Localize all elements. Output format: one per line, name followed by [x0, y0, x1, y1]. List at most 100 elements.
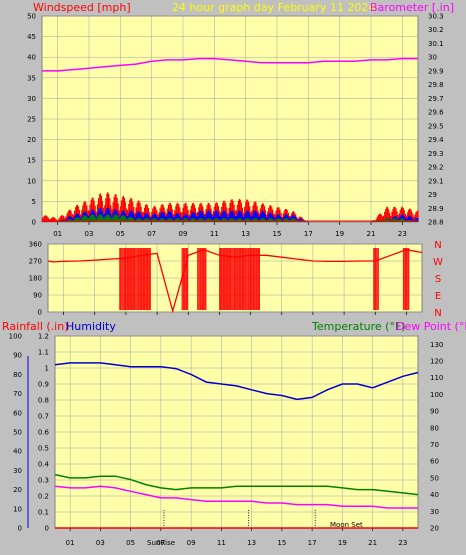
x-tick-label: 05	[126, 539, 135, 547]
barometer-y-tick-label: 29.7	[428, 95, 444, 103]
humidity-y-tick-label: 70	[13, 390, 22, 398]
compass-label: E	[435, 291, 441, 302]
x-tick-label: 07	[156, 539, 165, 547]
wind-barometer-chart: 0510152025303540455028.828.92929.129.229…	[27, 13, 444, 239]
x-tick-label: 13	[241, 230, 250, 238]
wind-y-tick-label: 10	[27, 177, 36, 185]
x-tick-label: 09	[187, 539, 196, 547]
barometer-y-tick-label: 30.1	[428, 40, 444, 48]
wind-y-tick-label: 50	[27, 13, 36, 21]
x-tick-label: 19	[338, 539, 347, 547]
x-tick-label: 09	[179, 230, 188, 238]
dewpoint-line	[54, 485, 418, 509]
temperature-line	[54, 473, 419, 496]
rainfall-y-tick-label: 0.1	[38, 509, 49, 517]
rainfall-y-tick-label: 0.9	[38, 381, 49, 389]
rainfall-y-tick-label: 0.6	[38, 429, 50, 437]
wind-y-tick-label: 25	[27, 116, 36, 124]
x-tick-label: 23	[398, 539, 407, 547]
dewpoint-axis-title: Dew Point (°F)	[396, 320, 466, 333]
barometer-axis-title: Barometer [.in]	[370, 1, 454, 14]
humidity-y-tick-label: 50	[13, 429, 22, 437]
barometer-y-tick-label: 30.3	[428, 13, 444, 21]
rainfall-y-tick-label: 0.4	[38, 461, 50, 469]
x-tick-label: 01	[66, 539, 75, 547]
humidity-y-tick-label: 80	[13, 371, 22, 379]
humidity-temperature-chart: 00.10.20.30.40.50.60.70.80.911.11.201020…	[9, 333, 444, 548]
barometer-y-tick-label: 29.3	[428, 150, 444, 158]
direction-y-tick-label: 0	[38, 309, 42, 317]
temperature-axis-title: Temperature (°F)	[311, 320, 406, 333]
temperature-y-tick-label: 70	[430, 441, 439, 449]
x-tick-label: 19	[335, 230, 344, 238]
x-tick-label: 01	[53, 230, 62, 238]
wind-direction-spikes	[119, 248, 410, 310]
barometer-y-tick-label: 29.6	[428, 109, 444, 117]
barometer-y-tick-label: 29.2	[428, 164, 444, 172]
x-tick-label: 23	[398, 230, 407, 238]
temperature-y-tick-label: 110	[430, 374, 443, 382]
barometer-y-tick-label: 29.5	[428, 122, 444, 130]
wind-y-tick-label: 20	[27, 136, 36, 144]
barometer-y-tick-label: 29.4	[428, 136, 444, 144]
temperature-y-tick-label: 40	[430, 491, 439, 499]
rainfall-y-tick-label: 0.3	[38, 477, 49, 485]
temperature-y-tick-label: 20	[430, 525, 439, 533]
barometer-y-tick-label: 29	[428, 191, 437, 199]
sunrise-annotation: SunRise	[147, 539, 175, 547]
wind-y-tick-label: 5	[32, 198, 36, 206]
x-tick-label: 15	[273, 230, 282, 238]
rainfall-y-tick-label: 0.7	[38, 413, 49, 421]
x-tick-label: 03	[85, 230, 94, 238]
x-tick-label: 03	[96, 539, 105, 547]
x-tick-label: 11	[217, 539, 226, 547]
wind-y-tick-label: 0	[32, 219, 36, 227]
graph-title: 24 hour graph day February 11 2024	[172, 1, 375, 14]
x-tick-label: 17	[304, 230, 313, 238]
temperature-y-tick-label: 100	[430, 391, 443, 399]
humidity-y-tick-label: 90	[13, 352, 22, 360]
barometer-y-tick-label: 29.8	[428, 81, 444, 89]
barometer-y-tick-label: 30.2	[428, 26, 444, 34]
rainfall-y-tick-label: 1.1	[38, 349, 49, 357]
windspeed-axis-title: Windspeed [mph]	[33, 1, 131, 14]
wind-y-tick-label: 45	[27, 33, 36, 41]
wind-y-tick-label: 30	[27, 95, 36, 103]
x-tick-label: 21	[368, 539, 377, 547]
humidity-y-tick-label: 10	[13, 505, 22, 513]
moonset-annotation: Moon Set	[330, 521, 363, 529]
x-tick-label: 07	[147, 230, 156, 238]
humidity-axis-title: Humidity	[66, 320, 116, 333]
wind-y-tick-label: 40	[27, 54, 36, 62]
rainfall-y-tick-label: 0	[45, 525, 49, 533]
barometer-y-tick-label: 28.9	[428, 205, 444, 213]
temperature-y-tick-label: 50	[430, 474, 439, 482]
x-tick-label: 13	[247, 539, 256, 547]
rainfall-y-tick-label: 1	[45, 365, 49, 373]
temperature-y-tick-label: 90	[430, 408, 439, 416]
humidity-y-tick-label: 20	[13, 486, 22, 494]
wind-y-tick-label: 35	[27, 74, 36, 82]
compass-label: W	[433, 257, 443, 268]
direction-y-tick-label: 270	[29, 258, 42, 266]
rainfall-y-tick-label: 0.2	[38, 493, 49, 501]
rainfall-y-tick-label: 1.2	[38, 333, 49, 341]
rainfall-axis-title: Rainfall (.in)	[2, 320, 69, 333]
temperature-y-tick-label: 130	[430, 341, 443, 349]
direction-y-tick-label: 360	[29, 241, 42, 249]
x-tick-label: 11	[210, 230, 219, 238]
barometer-y-tick-label: 29.9	[428, 67, 444, 75]
x-tick-label: 15	[277, 539, 286, 547]
temperature-y-tick-label: 120	[430, 358, 443, 366]
barometer-y-tick-label: 30	[428, 54, 437, 62]
temperature-y-tick-label: 60	[430, 458, 439, 466]
humidity-y-tick-label: 60	[13, 409, 22, 417]
compass-label: N	[434, 308, 441, 319]
x-tick-label: 05	[116, 230, 125, 238]
x-tick-label: 21	[367, 230, 376, 238]
wind-y-tick-label: 15	[27, 157, 36, 165]
barometer-line	[42, 57, 418, 72]
